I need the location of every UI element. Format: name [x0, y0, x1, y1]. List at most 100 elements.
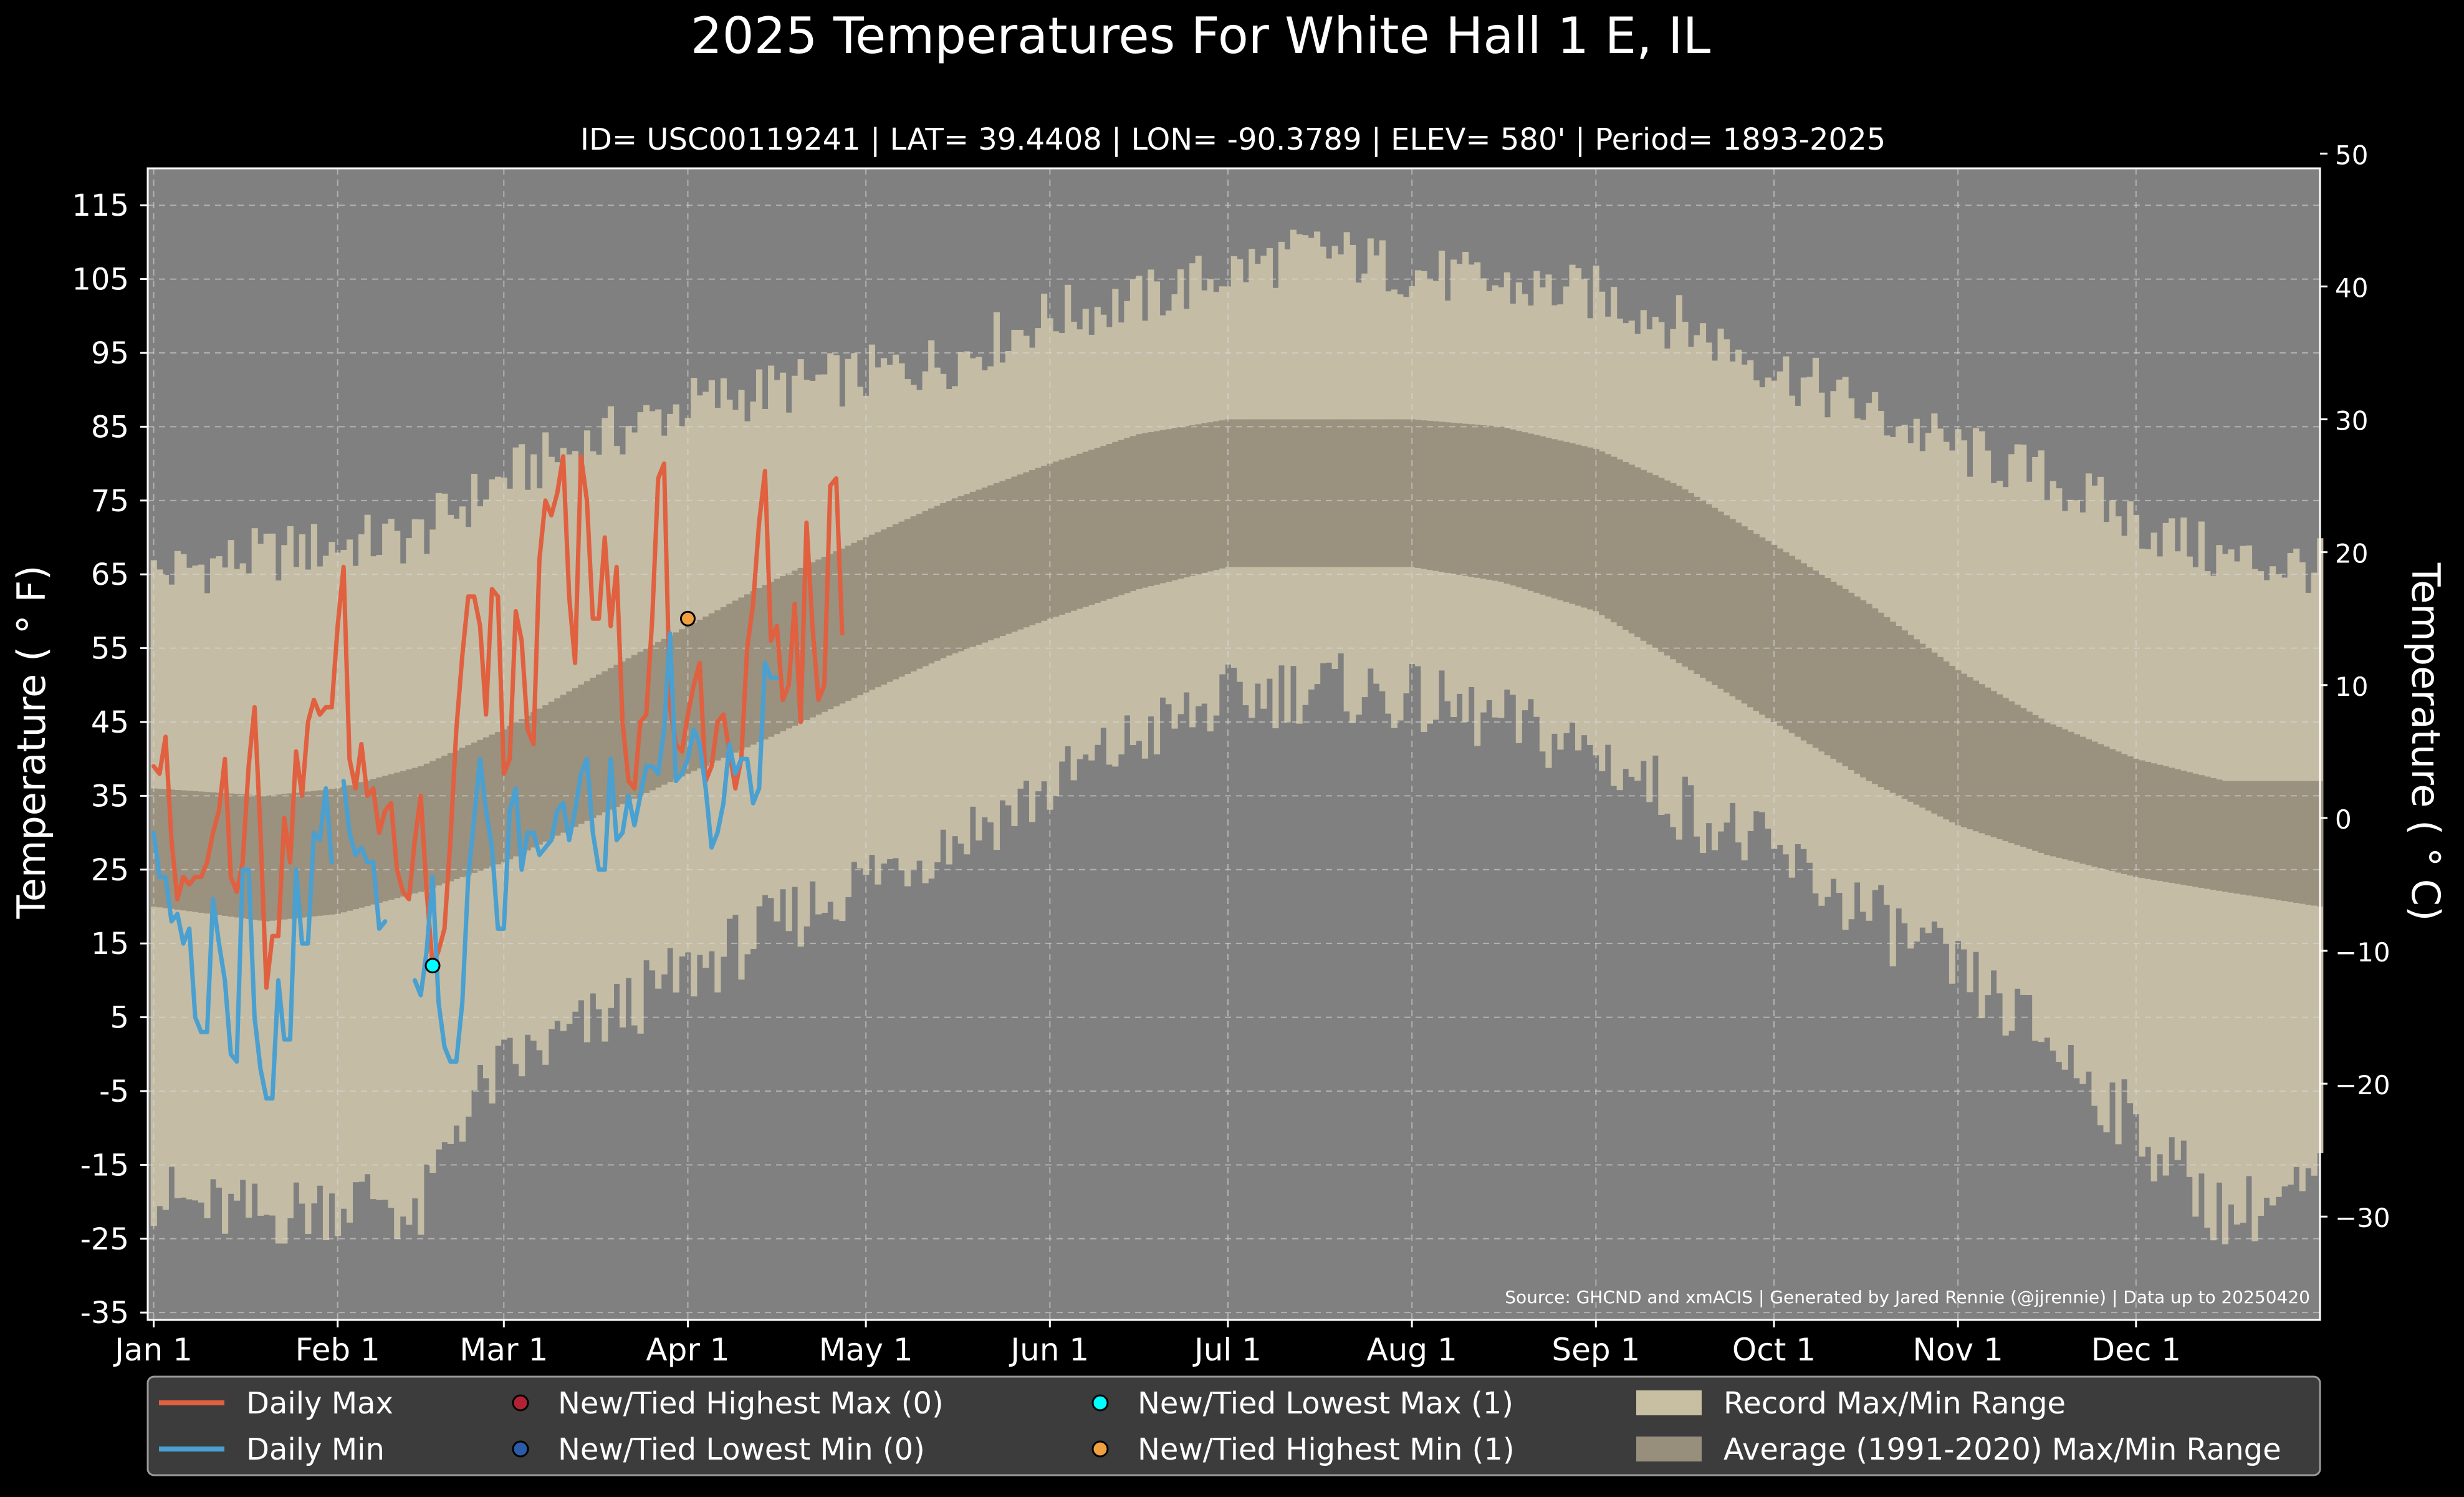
average-range-bar [2026, 711, 2033, 849]
average-range-bar [934, 506, 941, 661]
average-range-bar [2169, 768, 2175, 883]
average-range-bar [1759, 537, 1766, 715]
average-range-bar [1699, 500, 1707, 678]
average-range-bar [768, 582, 775, 737]
average-range-bar [1765, 541, 1771, 719]
average-range-bar [868, 534, 876, 690]
y-tick-label: -25 [80, 1222, 129, 1257]
x-tick-label: Sep 1 [1551, 1332, 1640, 1368]
average-range-bar [507, 726, 514, 860]
average-range-bar [1065, 458, 1071, 613]
average-range-bar [649, 645, 656, 791]
average-range-bar [346, 785, 353, 911]
average-range-bar [1290, 419, 1297, 567]
average-range-bar [964, 494, 971, 649]
average-range-bar [364, 780, 371, 907]
average-range-bar [251, 795, 258, 920]
average-range-bar [1480, 425, 1487, 579]
average-range-bar [1877, 612, 1884, 787]
average-range-bar [1498, 426, 1505, 582]
average-range-bar [198, 791, 205, 913]
average-range-bar [2127, 756, 2134, 876]
average-range-bar [1338, 419, 1345, 567]
average-range-bar [1527, 433, 1534, 591]
y-tick-label: 15 [91, 927, 129, 961]
average-range-bar [1522, 432, 1528, 589]
average-range-bar [875, 532, 881, 688]
average-range-bar [1070, 455, 1077, 611]
average-range-bar [1557, 440, 1564, 600]
record-marker [679, 610, 696, 627]
average-range-bar [2263, 781, 2270, 898]
average-range-bar [1515, 431, 1522, 587]
y-tick-label: 65 [91, 557, 129, 592]
y-tick-label: 5 [110, 1001, 129, 1036]
average-range-bar [477, 739, 484, 871]
average-range-bar [180, 790, 187, 911]
average-range-bar [352, 783, 359, 910]
chart-subtitle: ID= USC00119241 | LAT= 39.4408 | LON= -9… [580, 122, 1886, 157]
average-range-bar [1907, 635, 1914, 802]
average-range-bar [1439, 421, 1445, 572]
average-range-bar [803, 565, 810, 721]
average-range-bar [1776, 548, 1783, 726]
average-range-bar [1896, 626, 1902, 796]
average-range-bar [863, 537, 870, 693]
average-range-bar [317, 790, 324, 916]
average-range-bar [946, 500, 952, 656]
average-range-bar [1106, 444, 1113, 599]
average-range-bar [1889, 621, 1896, 793]
average-range-bar [1611, 456, 1618, 623]
average-range-bar [1409, 419, 1416, 567]
average-range-bar [1462, 423, 1469, 576]
average-range-bar [1023, 472, 1030, 628]
average-range-bar [1800, 563, 1807, 741]
average-range-bar [880, 529, 888, 685]
average-range-bar [1444, 422, 1451, 573]
average-range-bar [2192, 773, 2199, 887]
average-range-bar [269, 795, 276, 921]
average-range-bar [495, 732, 502, 865]
x-tick-label: Jan 1 [113, 1332, 193, 1368]
average-range-bar [1397, 419, 1404, 567]
y-tick-label: 95 [91, 336, 129, 371]
average-range-bar [1503, 428, 1510, 584]
average-range-bar [910, 516, 917, 671]
average-range-bar [1783, 552, 1790, 729]
average-range-bar [2245, 781, 2253, 896]
gridlines [148, 168, 2320, 1320]
legend-patch-swatch [1636, 1390, 1702, 1415]
average-range-bar [1402, 419, 1409, 567]
average-range-bar [1717, 511, 1724, 689]
legend-label: New/Tied Lowest Min (0) [558, 1432, 925, 1467]
average-range-bar [1278, 419, 1285, 567]
y-tick-label: 45 [91, 705, 129, 740]
average-range-bar [222, 793, 229, 916]
average-range-bar [1017, 474, 1024, 630]
average-range-bar [1005, 478, 1012, 634]
average-range-bar [2061, 729, 2068, 860]
average-range-bar [1872, 608, 1879, 784]
average-range-bar [1616, 459, 1623, 627]
average-range-bar [1884, 617, 1891, 790]
y-tick-label: 105 [72, 262, 129, 297]
average-range-bar [542, 705, 549, 842]
average-range-bar [940, 503, 947, 658]
average-range-bar [1349, 419, 1356, 567]
legend-box [146, 1375, 2321, 1476]
average-range-bar [2121, 754, 2128, 874]
average-range-bar [1249, 419, 1255, 567]
average-range-bar [209, 792, 217, 915]
average-range-bar [1058, 460, 1065, 615]
average-range-bar [1426, 420, 1434, 570]
y-tick-label-right: 10 [2335, 671, 2368, 702]
average-range-bar [1432, 421, 1439, 571]
average-range-bar [1165, 429, 1172, 582]
average-range-bar [1492, 426, 1498, 581]
average-range-bar [851, 542, 858, 698]
average-range-bar [263, 796, 270, 922]
axes: -35 -25 -15 -5 5 15 25 35 45 55 65 75 85 95 105 115 −30 −… [72, 140, 2390, 1368]
average-range-bar [1587, 447, 1594, 610]
average-range-bar [394, 773, 401, 898]
daily-max-line [151, 454, 845, 990]
